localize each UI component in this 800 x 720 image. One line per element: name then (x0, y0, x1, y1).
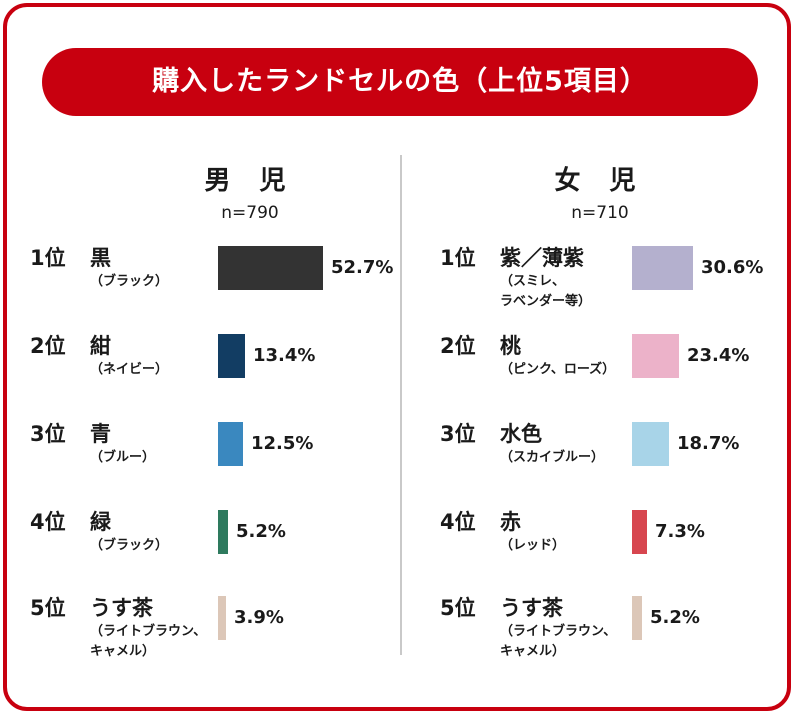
bar-value-label: 5.2% (236, 521, 286, 542)
bar (218, 422, 243, 466)
color-name: 緑 (90, 510, 111, 534)
color-subname: （ネイビー） (90, 362, 169, 377)
panel-title-boys: 男 児 (204, 166, 296, 196)
panel-header-boys: 男 児 n=790 (100, 160, 400, 223)
category-row: 4位緑 （ブラック） (30, 506, 210, 586)
color-subname: （ブルー） (90, 450, 156, 465)
bar (632, 334, 679, 378)
color-name: 赤 (500, 510, 521, 534)
bar-value-label: 12.5% (251, 433, 314, 454)
rank-label: 4位 (30, 510, 66, 534)
bar (218, 334, 245, 378)
color-subname: （レッド） (500, 538, 566, 553)
rank-label: 5位 (440, 596, 476, 620)
category-row: 2位紺 （ネイビー） (30, 330, 210, 410)
bar-value-label: 52.7% (331, 257, 394, 278)
color-name: うす茶 (90, 596, 153, 620)
color-subname: （ライトブラウン、 キャメル） (90, 624, 207, 659)
panel-sample-size-girls: n=710 (571, 203, 629, 223)
category-row: 5位 うす茶 （ライトブラウン、 キャメル） (30, 592, 210, 672)
bar (632, 422, 669, 466)
category-row: 4位赤 （レッド） (440, 506, 620, 586)
card-frame (3, 3, 791, 711)
color-subname: （ブラック） (90, 274, 169, 289)
category-row: 1位黒 （ブラック） (30, 242, 210, 322)
color-name: 水色 (500, 422, 542, 446)
bar-value-label: 3.9% (234, 607, 284, 628)
bar-value-label: 18.7% (677, 433, 740, 454)
bar-value-label: 23.4% (687, 345, 750, 366)
bar (218, 596, 226, 640)
category-row: 5位 うす茶 （ライトブラウン、 キャメル） (440, 592, 620, 672)
rank-label: 3位 (30, 422, 66, 446)
rank-label: 1位 (440, 246, 476, 270)
chart-title: 購入したランドセルの色（上位5項目） (42, 48, 758, 116)
rank-label: 5位 (30, 596, 66, 620)
category-row: 2位桃 （ピンク、ローズ） (440, 330, 620, 410)
rank-label: 3位 (440, 422, 476, 446)
category-row: 1位 紫／薄紫 （スミレ、 ラベンダー等） (440, 242, 620, 322)
bar (218, 246, 323, 290)
rank-label: 4位 (440, 510, 476, 534)
color-name: うす茶 (500, 596, 563, 620)
panel-sample-size-boys: n=790 (221, 203, 279, 223)
bar-value-label: 5.2% (650, 607, 700, 628)
bar-value-label: 30.6% (701, 257, 764, 278)
color-name: 紫／薄紫 (500, 246, 584, 270)
rank-label: 2位 (440, 334, 476, 358)
color-subname: （ライトブラウン、 キャメル） (500, 624, 617, 659)
bar (632, 510, 647, 554)
rank-label: 1位 (30, 246, 66, 270)
color-name: 青 (90, 422, 111, 446)
bar-value-label: 7.3% (655, 521, 705, 542)
bar (632, 596, 642, 640)
bar-value-label: 13.4% (253, 345, 316, 366)
bar (632, 246, 693, 290)
rank-label: 2位 (30, 334, 66, 358)
color-subname: （ピンク、ローズ） (500, 362, 616, 377)
category-row: 3位 水色 （スカイブルー） (440, 418, 620, 498)
color-name: 黒 (90, 246, 111, 270)
column-divider (400, 155, 402, 655)
color-subname: （スミレ、 ラベンダー等） (500, 274, 592, 309)
color-name: 紺 (90, 334, 111, 358)
bar (218, 510, 228, 554)
color-subname: （スカイブルー） (500, 450, 605, 465)
category-row: 3位青 （ブルー） (30, 418, 210, 498)
panel-title-girls: 女 児 (554, 166, 646, 196)
panel-header-girls: 女 児 n=710 (450, 160, 750, 223)
color-subname: （ブラック） (90, 538, 169, 553)
color-name: 桃 (500, 334, 521, 358)
